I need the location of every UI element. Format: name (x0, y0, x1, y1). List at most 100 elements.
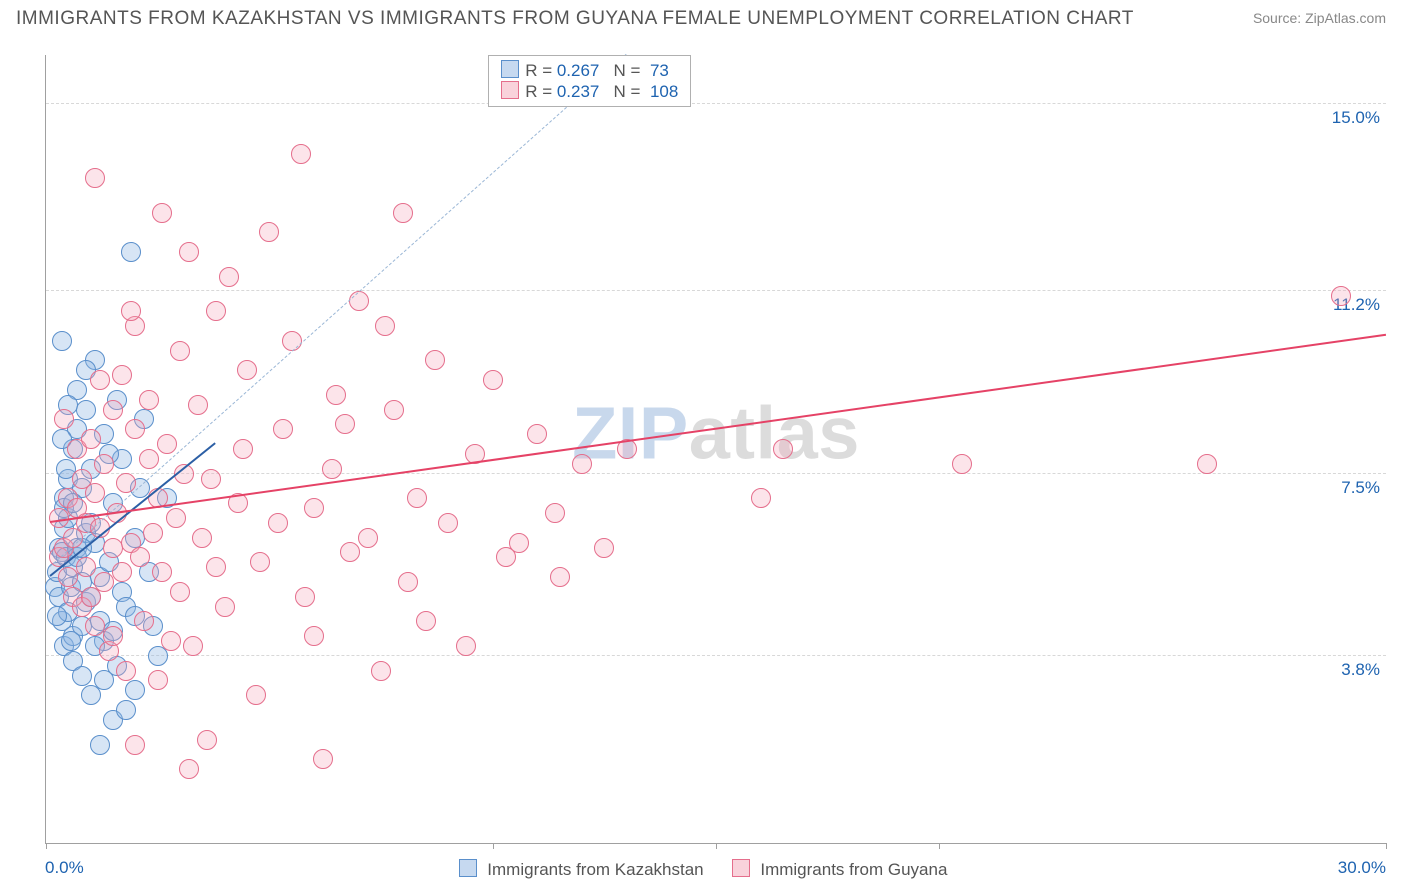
data-point (61, 631, 81, 651)
data-point (545, 503, 565, 523)
data-point (112, 365, 132, 385)
data-point (116, 661, 136, 681)
legend-label: Immigrants from Guyana (756, 860, 948, 879)
data-point (157, 434, 177, 454)
data-point (197, 730, 217, 750)
x-tick (1386, 843, 1387, 849)
data-point (483, 370, 503, 390)
data-point (85, 616, 105, 636)
data-point (76, 557, 96, 577)
data-point (166, 508, 186, 528)
legend-item: Immigrants from Guyana (732, 859, 948, 880)
data-point (179, 759, 199, 779)
data-point (268, 513, 288, 533)
data-point (1197, 454, 1217, 474)
data-point (206, 557, 226, 577)
gridline (46, 473, 1386, 474)
y-tick-label: 15.0% (1332, 108, 1380, 128)
data-point (393, 203, 413, 223)
data-point (425, 350, 445, 370)
data-point (143, 523, 163, 543)
legend-row: R = 0.267 N = 73 (501, 60, 678, 81)
data-point (170, 582, 190, 602)
data-point (72, 666, 92, 686)
data-point (125, 735, 145, 755)
data-point (94, 454, 114, 474)
data-point (304, 498, 324, 518)
data-point (384, 400, 404, 420)
data-point (121, 242, 141, 262)
page-title: IMMIGRANTS FROM KAZAKHSTAN VS IMMIGRANTS… (16, 8, 1134, 29)
data-point (192, 528, 212, 548)
legend-swatch (732, 859, 750, 877)
data-point (161, 631, 181, 651)
watermark: ZIPatlas (572, 391, 860, 476)
data-point (233, 439, 253, 459)
data-point (1331, 286, 1351, 306)
data-point (751, 488, 771, 508)
data-point (52, 331, 72, 351)
data-point (85, 483, 105, 503)
data-point (416, 611, 436, 631)
data-point (456, 636, 476, 656)
gridline (46, 290, 1386, 291)
data-point (219, 267, 239, 287)
data-point (527, 424, 547, 444)
data-point (509, 533, 529, 553)
data-point (340, 542, 360, 562)
data-point (295, 587, 315, 607)
data-point (139, 390, 159, 410)
legend-item: Immigrants from Kazakhstan (459, 859, 704, 880)
data-point (139, 449, 159, 469)
x-tick (46, 843, 47, 849)
data-point (90, 735, 110, 755)
data-point (237, 360, 257, 380)
legend-text: R = 0.237 N = 108 (525, 82, 678, 101)
data-point (152, 562, 172, 582)
data-point (54, 409, 74, 429)
y-tick-label: 7.5% (1341, 478, 1380, 498)
data-point (134, 611, 154, 631)
data-point (282, 331, 302, 351)
data-point (148, 670, 168, 690)
data-point (371, 661, 391, 681)
data-point (152, 203, 172, 223)
gridline (46, 655, 1386, 656)
data-point (121, 301, 141, 321)
data-point (322, 459, 342, 479)
y-tick-label: 3.8% (1341, 660, 1380, 680)
data-point (326, 385, 346, 405)
gridline (46, 103, 1386, 104)
data-point (550, 567, 570, 587)
data-point (76, 400, 96, 420)
data-point (58, 567, 78, 587)
data-point (85, 168, 105, 188)
data-point (250, 552, 270, 572)
data-point (572, 454, 592, 474)
data-point (116, 700, 136, 720)
data-point (952, 454, 972, 474)
data-point (398, 572, 418, 592)
data-point (125, 680, 145, 700)
data-point (183, 636, 203, 656)
data-point (47, 606, 67, 626)
data-point (304, 626, 324, 646)
legend-swatch (501, 60, 519, 78)
scatter-plot: ZIPatlas R = 0.267 N = 73 R = 0.237 N = 1… (45, 55, 1386, 844)
data-point (246, 685, 266, 705)
data-point (125, 419, 145, 439)
data-point (130, 547, 150, 567)
x-tick (493, 843, 494, 849)
legend-text: R = 0.267 N = 73 (525, 61, 669, 80)
legend-label: Immigrants from Kazakhstan (483, 860, 704, 879)
data-point (90, 370, 110, 390)
data-point (94, 572, 114, 592)
data-point (773, 439, 793, 459)
series-legend: Immigrants from Kazakhstan Immigrants fr… (0, 859, 1406, 880)
stats-legend: R = 0.267 N = 73 R = 0.237 N = 108 (488, 55, 691, 107)
legend-swatch (501, 81, 519, 99)
data-point (259, 222, 279, 242)
legend-row: R = 0.237 N = 108 (501, 81, 678, 102)
x-tick (939, 843, 940, 849)
data-point (81, 429, 101, 449)
